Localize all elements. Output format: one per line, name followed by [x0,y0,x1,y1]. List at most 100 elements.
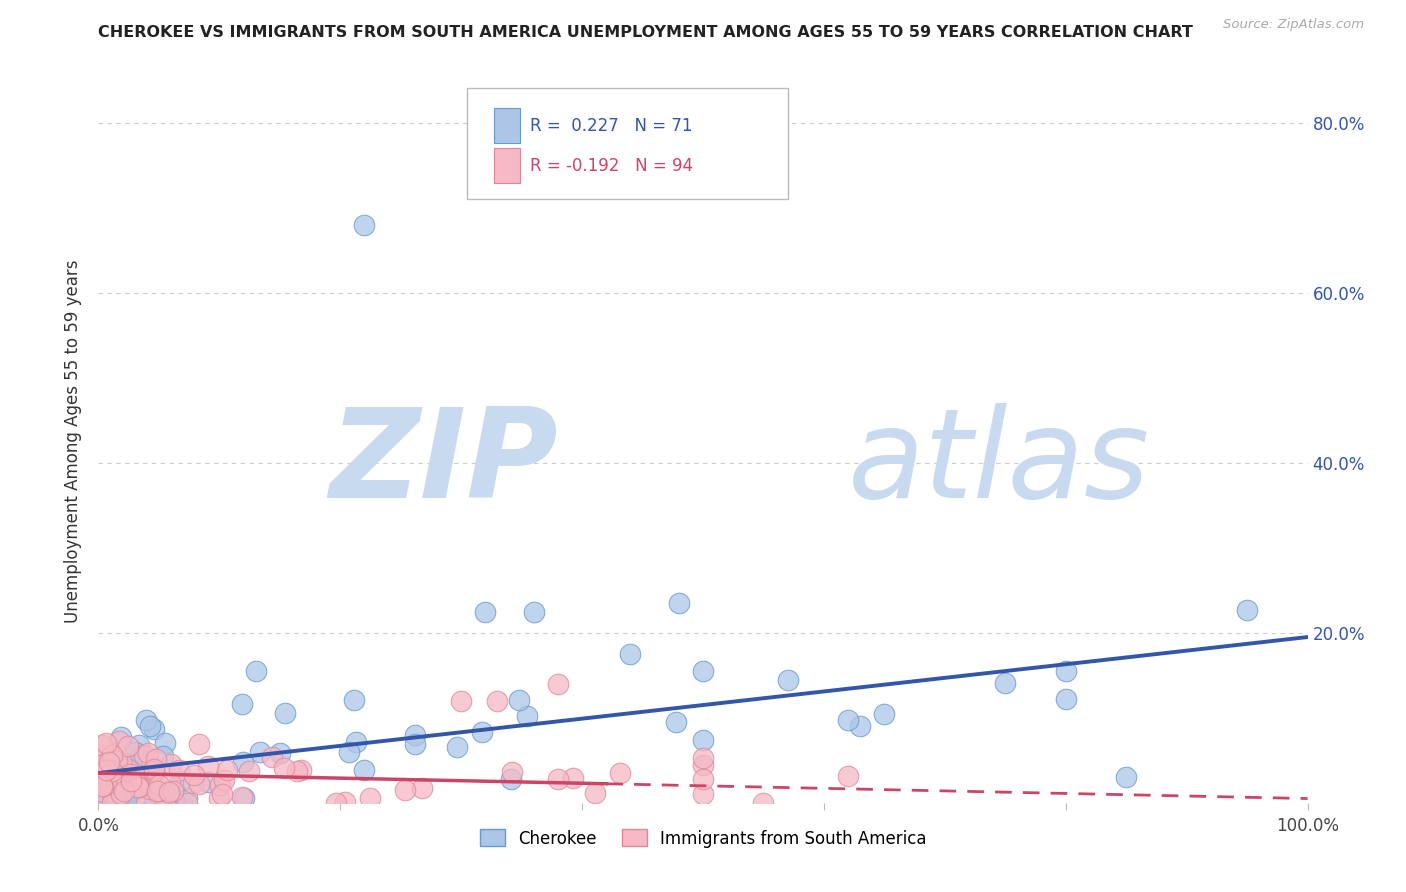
Point [96,796,118,810]
Point [692,732,714,747]
Point [245,664,267,678]
Point [176,796,198,810]
Point [214,773,236,788]
Point [145,784,167,798]
Point [547,772,569,787]
Point [249,745,271,759]
Point [523,605,546,619]
Point [501,765,523,780]
Point [269,746,291,760]
Point [135,796,157,810]
Point [94,763,117,777]
Point [162,784,184,798]
Point [115,796,138,810]
Point [290,763,312,777]
Point [127,752,149,766]
Point [100,762,122,776]
Point [89,747,111,761]
Point [110,788,132,802]
Point [262,750,284,764]
Point [124,796,146,810]
Point [176,791,198,805]
Text: CHEROKEE VS IMMIGRANTS FROM SOUTH AMERICA UNEMPLOYMENT AMONG AGES 55 TO 59 YEARS: CHEROKEE VS IMMIGRANTS FROM SOUTH AMERIC… [98,25,1194,40]
Point [547,677,569,691]
Point [91,779,114,793]
Point [994,676,1017,690]
Point [153,796,176,810]
Point [619,647,641,661]
Point [274,706,297,720]
Point [1115,770,1137,784]
Point [148,791,170,805]
Point [101,772,124,786]
Point [120,756,142,771]
Point [752,796,775,810]
Point [124,745,146,759]
Point [197,759,219,773]
Point [165,796,187,810]
Point [104,792,127,806]
Point [273,761,295,775]
Point [125,777,148,791]
Point [115,796,138,810]
Point [120,769,142,783]
Point [404,737,426,751]
Point [609,765,631,780]
Point [197,774,219,789]
Point [115,786,138,800]
Point [149,789,172,804]
Point [89,783,111,797]
Point [114,772,136,786]
Point [142,765,165,780]
Point [142,762,165,776]
Point [516,709,538,723]
FancyBboxPatch shape [494,109,520,143]
Point [89,796,111,810]
Point [117,762,139,776]
Point [208,778,231,792]
Point [359,790,381,805]
Point [94,777,117,791]
Point [450,694,472,708]
Point [128,739,150,753]
Point [353,763,375,777]
Point [101,796,124,810]
Point [232,791,254,805]
Point [96,736,118,750]
Point [108,774,131,789]
Point [155,736,177,750]
Point [344,735,367,749]
Point [849,719,872,733]
Point [501,772,523,787]
Point [172,796,194,810]
Point [117,739,139,754]
Point [231,789,253,804]
Point [105,755,128,769]
Point [232,755,254,769]
Point [183,768,205,782]
Point [101,747,124,762]
Point [90,766,112,780]
Point [132,771,155,785]
Point [145,752,167,766]
Point [127,780,149,794]
Point [692,772,714,787]
Point [93,780,115,794]
Point [100,764,122,779]
Text: R = -0.192   N = 94: R = -0.192 N = 94 [530,156,693,175]
Point [474,605,496,619]
Point [837,769,859,783]
Point [583,787,606,801]
Point [215,763,238,777]
Point [103,776,125,790]
Point [873,706,896,721]
Point [136,746,159,760]
Point [1236,603,1258,617]
Point [89,764,111,778]
Point [238,764,260,779]
Point [231,697,253,711]
Point [159,775,181,789]
Point [101,777,124,791]
Point [132,775,155,789]
Point [148,778,170,792]
